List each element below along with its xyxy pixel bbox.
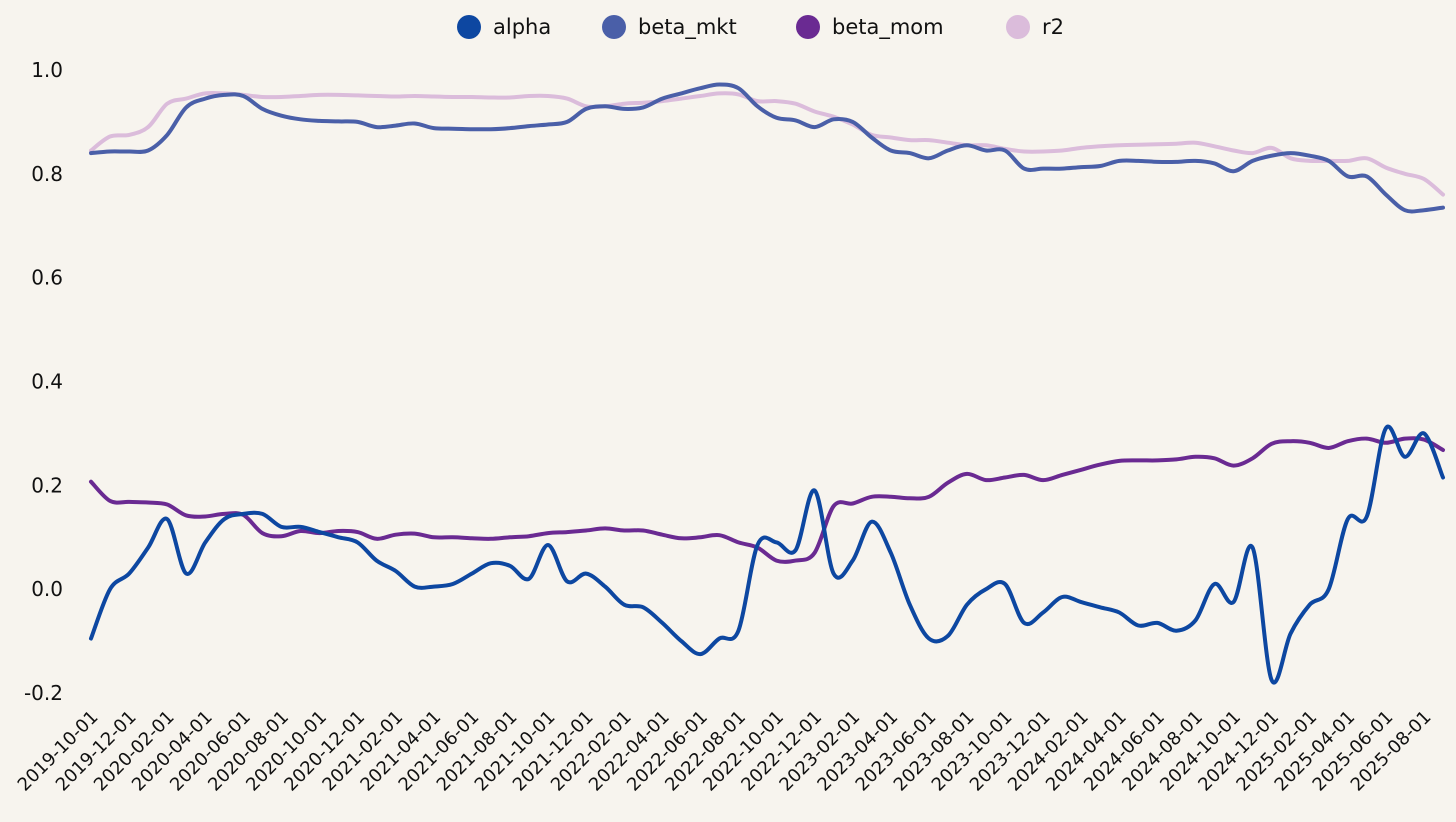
legend-item-beta-mkt[interactable]: beta_mkt xyxy=(602,15,737,40)
legend-label: r2 xyxy=(1042,15,1064,39)
legend-label: beta_mom xyxy=(832,15,944,40)
legend-label: alpha xyxy=(493,15,551,39)
legend-marker xyxy=(1006,15,1030,39)
legend-item-alpha[interactable]: alpha xyxy=(457,15,551,39)
y-tick-label: 0.6 xyxy=(31,266,63,290)
legend-item-r2[interactable]: r2 xyxy=(1006,15,1064,39)
y-axis: 1.0 0.8 0.6 0.4 0.2 0.0 -0.2 xyxy=(24,58,63,705)
legend-label: beta_mkt xyxy=(638,15,737,40)
legend-marker xyxy=(796,15,820,39)
series-line-r2 xyxy=(89,90,1445,197)
series-line-alpha xyxy=(89,424,1445,685)
legend-item-beta-mom[interactable]: beta_mom xyxy=(796,15,944,40)
y-tick-label: 0.8 xyxy=(31,162,63,186)
series-lines xyxy=(89,82,1445,685)
series-line-beta-mom xyxy=(89,436,1445,564)
legend-marker xyxy=(457,15,481,39)
legend-marker xyxy=(602,15,626,39)
y-tick-label: 0.2 xyxy=(31,473,63,497)
legend: alpha beta_mkt beta_mom r2 xyxy=(457,15,1064,40)
y-tick-label: -0.2 xyxy=(24,681,63,705)
y-tick-label: 0.4 xyxy=(31,370,63,394)
x-axis: 2019-10-012019-12-012020-02-012020-04-01… xyxy=(14,707,1436,796)
series-line-beta-mkt xyxy=(89,82,1445,214)
y-tick-label: 0.0 xyxy=(31,577,63,601)
y-tick-label: 1.0 xyxy=(31,58,63,82)
